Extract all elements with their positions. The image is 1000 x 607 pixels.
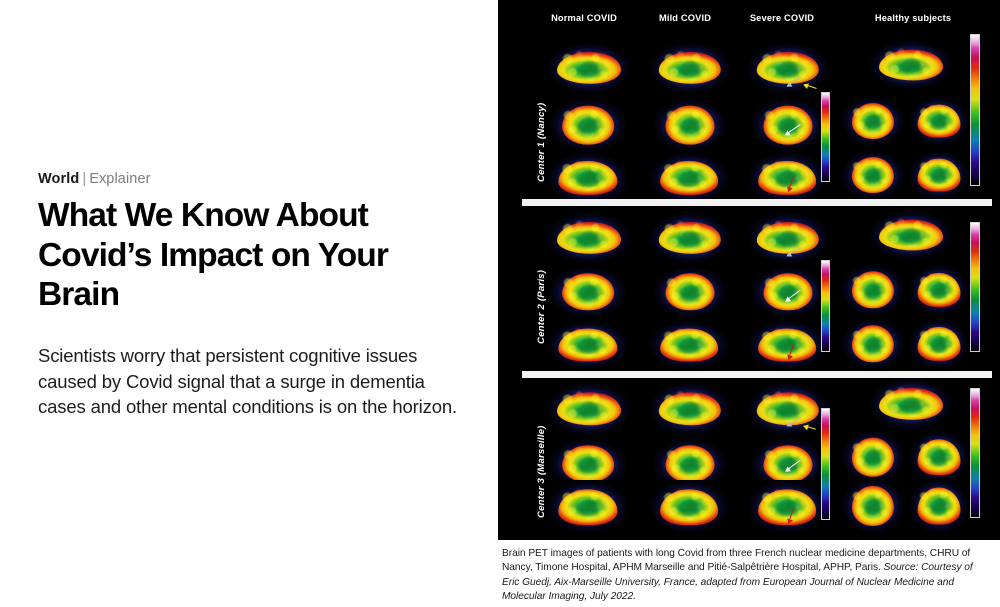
pet-scan-figure: Normal COVID Mild COVID Severe COVID Hea… (498, 0, 1000, 540)
section-divider-2 (522, 371, 992, 378)
breadcrumb: World | Explainer (38, 171, 151, 187)
page-title: What We Know About Covid’s Impact on You… (38, 197, 389, 314)
scan-c3-normal-sagittal (548, 382, 630, 436)
column-header-severe-covid: Severe COVID (749, 13, 815, 23)
colorbar-center-2-inner (821, 260, 830, 352)
scan-c1-healthy-axial-1 (842, 96, 904, 146)
scan-c3-normal-coronal (548, 480, 628, 534)
figure-panel: Normal COVID Mild COVID Severe COVID Hea… (498, 0, 1000, 607)
breadcrumb-subtype[interactable]: Explainer (89, 171, 151, 187)
scan-c1-healthy-coronal-2 (910, 150, 968, 200)
column-header-mild-covid: Mild COVID (658, 13, 712, 23)
scan-c2-healthy-axial-2 (842, 318, 904, 370)
figure-caption-container: Brain PET images of patients with long C… (498, 540, 1000, 607)
row-label-center-1: Center 1 (Nancy) (536, 102, 547, 182)
scan-c1-healthy-sagittal (870, 40, 952, 90)
scan-c3-severe-coronal (748, 480, 826, 534)
column-header-healthy-subjects: Healthy subjects (874, 13, 952, 23)
colorbar-center-2-outer (970, 222, 980, 352)
article-dek: Scientists worry that persistent cogniti… (38, 345, 457, 418)
scan-c2-normal-sagittal (548, 212, 630, 264)
scan-c1-severe-sagittal (748, 42, 828, 94)
scan-c1-mild-sagittal (650, 42, 730, 94)
scan-c2-mild-coronal (650, 320, 728, 370)
scan-c2-healthy-sagittal (870, 210, 952, 260)
scan-c2-healthy-coronal-1 (910, 264, 968, 316)
scan-c2-severe-axial (752, 266, 824, 318)
scan-c2-normal-axial (550, 266, 626, 318)
scan-c1-severe-coronal (748, 152, 826, 204)
scan-c3-healthy-axial-2 (842, 478, 904, 534)
scan-c2-mild-axial (654, 266, 726, 318)
colorbar-center-3-inner (821, 408, 830, 520)
scan-c2-healthy-axial-1 (842, 264, 904, 316)
row-label-center-2: Center 2 (Paris) (536, 269, 547, 344)
scan-c3-healthy-coronal-2 (910, 478, 968, 534)
scan-c2-severe-coronal (748, 320, 826, 370)
scan-c1-normal-axial (550, 98, 626, 152)
scan-c3-healthy-axial-1 (842, 430, 904, 484)
colorbar-center-1-inner (821, 92, 830, 182)
scan-c2-healthy-coronal-2 (910, 318, 968, 370)
scan-c1-healthy-axial-2 (842, 150, 904, 200)
scan-c1-normal-sagittal (548, 42, 630, 94)
scan-c1-normal-coronal (548, 152, 628, 204)
caption-main: Brain PET images of patients with long C… (502, 548, 971, 574)
section-divider-1 (522, 199, 992, 206)
breadcrumb-separator: | (82, 171, 87, 187)
scan-c1-severe-axial (752, 98, 824, 152)
row-label-center-3: Center 3 (Marseille) (536, 425, 547, 518)
caption-source: Source: Courtesy of Eric Guedj, Aix-Mars… (502, 562, 973, 603)
breadcrumb-section[interactable]: World (38, 171, 80, 187)
article-text-panel: World | Explainer What We Know About Covid… (0, 0, 498, 607)
scan-c3-healthy-coronal-1 (910, 430, 968, 484)
scan-c3-severe-sagittal (748, 382, 828, 436)
figure-column-headers: Normal COVID Mild COVID Severe COVID Hea… (498, 0, 1000, 36)
scan-c1-mild-coronal (650, 152, 728, 204)
column-header-normal-covid: Normal COVID (551, 13, 617, 23)
scan-c1-mild-axial (654, 98, 726, 152)
scan-c3-mild-sagittal (650, 382, 730, 436)
figure-caption: Brain PET images of patients with long C… (502, 547, 990, 605)
scan-c3-mild-coronal (650, 480, 728, 534)
scan-c2-mild-sagittal (650, 212, 730, 264)
scan-c3-healthy-sagittal (870, 378, 952, 430)
colorbar-center-3-outer (970, 388, 980, 518)
scan-c2-normal-coronal (548, 320, 628, 370)
scan-c1-healthy-coronal-1 (910, 96, 968, 146)
colorbar-center-1-outer (970, 34, 980, 186)
